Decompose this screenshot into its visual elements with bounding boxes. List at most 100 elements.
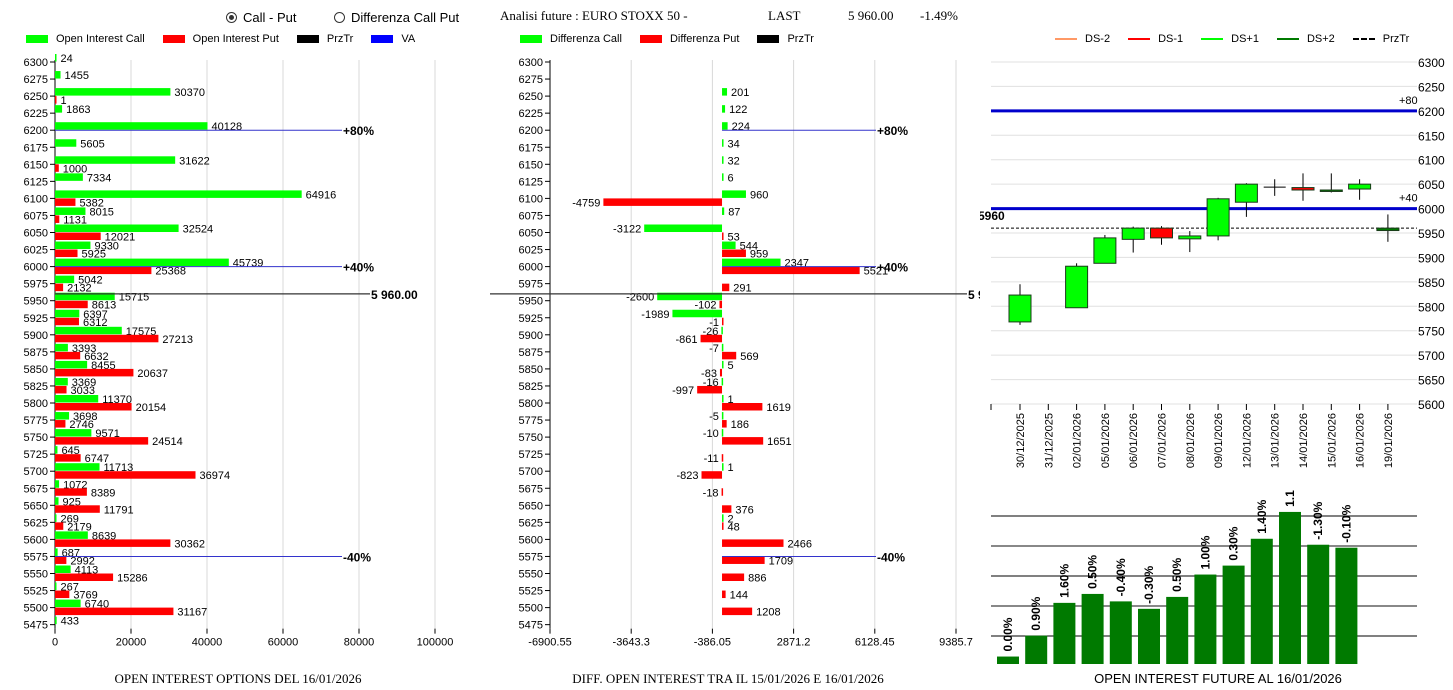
bar-call — [55, 105, 63, 113]
legend-item-ds-minus2: DS-2 — [1055, 33, 1110, 45]
bar-label: -83 — [701, 368, 717, 380]
bar-put — [55, 437, 149, 445]
bar-put — [55, 556, 67, 564]
bar-label: 2746 — [69, 419, 93, 431]
bar-put — [55, 283, 64, 292]
bar-call — [722, 122, 728, 130]
bar-label: -4759 — [572, 197, 600, 209]
y-tick-label: 6300 — [519, 57, 543, 69]
bar-call — [55, 88, 171, 96]
y-tick-label: 5675 — [519, 483, 543, 495]
bar-label: -997 — [672, 385, 694, 397]
bar-label: 40128 — [211, 121, 242, 133]
candle-body — [1121, 227, 1145, 240]
bar-call — [55, 207, 86, 215]
bar-label: 53 — [728, 232, 740, 244]
last-value: 5 960.00 — [848, 8, 894, 23]
bar-label: 1.00% — [1198, 535, 1212, 569]
bar-future — [1081, 593, 1104, 664]
y-tick-label: 5825 — [24, 381, 48, 393]
bar-put — [722, 283, 730, 292]
bar-label: 959 — [750, 249, 768, 261]
bar-put — [55, 215, 60, 223]
bar-label: 5382 — [79, 197, 103, 209]
bar-label: 6632 — [84, 351, 108, 363]
bar-label: 0.50% — [1086, 555, 1100, 589]
bar-put — [719, 300, 723, 309]
bar-label: 1.10% — [1283, 490, 1297, 507]
y-tick-label: 6200 — [1418, 105, 1445, 119]
bar-put — [55, 454, 81, 462]
bar-label: -0.30% — [1142, 565, 1156, 603]
bar-label: 9330 — [94, 241, 118, 253]
bar-label: 2466 — [787, 538, 811, 550]
x-tick-label: -3643.3 — [613, 637, 650, 649]
bar-put — [55, 198, 76, 206]
bar-label: 224 — [732, 121, 750, 133]
x-tick-label: 13/01/2026 — [1270, 413, 1282, 468]
radio-call-put[interactable]: Call - Put — [226, 10, 296, 25]
y-tick-label: 5550 — [519, 569, 543, 581]
va-label: -40% — [877, 550, 905, 564]
legend-item-oi-put: Open Interest Put — [162, 33, 279, 45]
bar-put — [55, 266, 152, 275]
y-tick-label: 5475 — [519, 620, 543, 632]
y-tick-label: 5800 — [24, 398, 48, 410]
bar-label: -1989 — [641, 309, 669, 321]
bar-label: 3698 — [73, 411, 97, 423]
bar-label: 64916 — [306, 189, 337, 201]
bar-put — [55, 488, 87, 496]
bar-label: -102 — [694, 300, 716, 312]
candle-body — [1348, 183, 1372, 190]
y-tick-label: 5800 — [519, 398, 543, 410]
bar-label: 433 — [61, 616, 79, 628]
bar-call — [55, 429, 92, 437]
legend-item-ds-plus1: DS+1 — [1201, 33, 1259, 45]
chart-open-interest-options: 0 20000 40000 60000 80000 100000 6300 6275 6250 6… — [24, 53, 454, 686]
legend-item-oi-call: Open Interest Call — [26, 33, 145, 45]
y-tick-label: 5900 — [24, 330, 48, 342]
bar-call — [55, 463, 100, 471]
bar-label: 8613 — [92, 300, 116, 312]
bar-label: 0.30% — [1227, 526, 1241, 560]
x-tick-label: 05/01/2026 — [1100, 413, 1112, 468]
bar-label: -1.30% — [1311, 501, 1325, 539]
bar-label: 122 — [729, 104, 747, 116]
candle-body — [1008, 294, 1032, 323]
bar-label: 6 — [728, 172, 734, 184]
legend-right: DS-2 DS-1 DS+1 DS+2 PrzTr — [1055, 33, 1427, 45]
y-tick-label: 6025 — [24, 245, 48, 257]
candle-body — [1065, 265, 1089, 309]
bar-call — [55, 412, 70, 420]
legend-item-przTr: PrzTr — [296, 33, 353, 45]
bar-label: 12021 — [105, 232, 136, 244]
x-tick-label: 06/01/2026 — [1128, 413, 1140, 468]
candle-body — [1319, 189, 1343, 192]
bar-call — [722, 207, 725, 215]
bar-label: 87 — [728, 206, 740, 218]
candle-body — [1093, 237, 1117, 264]
bar-future — [997, 656, 1019, 664]
bar-call — [722, 156, 724, 164]
bar-put — [55, 96, 57, 104]
radio-differenza-call-put[interactable]: Differenza Call Put — [334, 10, 459, 25]
y-tick-label: 5525 — [519, 586, 543, 598]
bar-label: 376 — [735, 504, 753, 516]
bar-label: -1 — [709, 317, 719, 329]
bar-label: -2600 — [626, 292, 654, 304]
x-tick-label: 12/01/2026 — [1241, 413, 1253, 468]
bar-put — [722, 505, 732, 513]
y-tick-label: 6200 — [519, 125, 543, 137]
bar-future — [1307, 544, 1330, 664]
bar-label: 32524 — [183, 224, 214, 236]
candle-body — [1234, 183, 1258, 203]
bar-put — [55, 368, 134, 377]
bar-put — [722, 556, 765, 564]
x-tick-label: 0 — [52, 637, 58, 649]
bar-label: 6312 — [83, 317, 107, 329]
y-tick-label: 5800 — [1418, 300, 1445, 314]
radio-selected-icon — [226, 12, 237, 23]
bar-call — [55, 309, 80, 318]
candle-body — [1206, 198, 1230, 237]
bar-call — [722, 258, 781, 267]
